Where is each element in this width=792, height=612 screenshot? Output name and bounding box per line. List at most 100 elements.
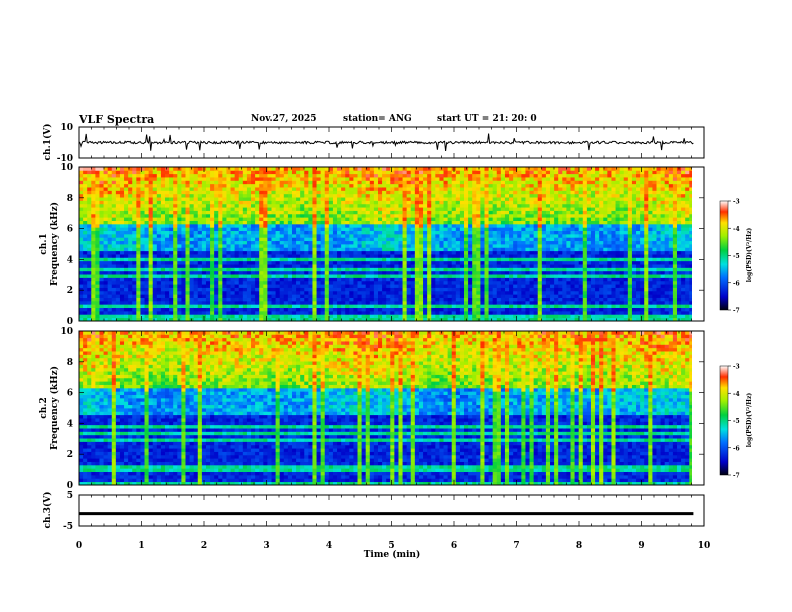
ch1-spectrogram-cell [472, 167, 477, 171]
ch1-spectrogram-cell [201, 310, 207, 315]
ch1-spectrogram-cell [275, 287, 281, 292]
ch1-spectrogram-cell [378, 284, 383, 288]
ch1-spectrogram-cell [332, 213, 338, 218]
ch1-spectrogram-cell [275, 254, 281, 258]
ch1-spectrogram-cell [234, 190, 240, 195]
ch1-spectrogram-cell [83, 230, 88, 235]
ch1-spectrogram-cell [230, 280, 236, 285]
ch1-spectrogram-cell [373, 173, 379, 178]
ch1-spectrogram-cell [361, 177, 367, 181]
ch1-spectrogram-cell [382, 250, 387, 255]
ch1-spectrogram-cell [423, 307, 428, 312]
ch1-spectrogram-cell [275, 167, 281, 171]
ch1-spectrogram-cell [500, 274, 506, 278]
ch1-spectrogram-cell [345, 264, 350, 268]
ch1-spectrogram-cell [431, 314, 436, 319]
ch1-spectrogram-cell [238, 207, 244, 211]
ch1-spectrogram-cell [128, 207, 133, 211]
ch1-spectrogram-cell [353, 267, 358, 272]
ch1-spectrogram-cell [488, 240, 494, 245]
ch1-spectrogram-cell [410, 287, 416, 292]
ch1-spectrogram-cell [111, 307, 117, 312]
ch1-spectrogram-cell [275, 203, 281, 208]
ch1-spectrogram-cell [230, 217, 236, 221]
ch1-spectrogram-cell [468, 233, 473, 238]
ch1-spectrogram-cell [410, 190, 416, 195]
ch1-spectrogram-cell [279, 270, 285, 275]
ch1-spectrogram-cell [263, 277, 268, 282]
ch1-spectrogram-cell [201, 173, 207, 178]
ch1-spectrogram-cell [185, 210, 190, 215]
ch1-spectrogram-cell [201, 210, 207, 215]
ch1-spectrogram-cell [79, 284, 84, 288]
ch1-spectrogram-cell [165, 290, 170, 295]
ch1-spectrogram-cell [152, 207, 158, 211]
ch1-spectrogram-cell [124, 284, 129, 288]
ch1-spectrogram-cell [259, 233, 264, 238]
ch1-spectrogram-cell [472, 170, 477, 175]
ch1-spectrogram-cell [173, 190, 178, 195]
ch1-spectrogram-cell [107, 307, 113, 312]
ch1-spectrogram-cell [156, 297, 162, 302]
ch1-spectrogram-cell [464, 260, 469, 265]
ch1-spectrogram-cell [394, 244, 399, 248]
ch1-spectrogram-cell [509, 244, 514, 248]
ch1-spectrogram-cell [468, 274, 473, 278]
ch1-spectrogram-cell [410, 247, 416, 252]
ch1-spectrogram-cell [316, 220, 322, 225]
ch1-spectrogram-cell [337, 227, 342, 232]
ch1-spectrogram-cell [345, 217, 350, 221]
ch1-spectrogram-cell [394, 173, 399, 178]
ch1-spectrogram-cell [345, 173, 350, 178]
ch1-spectrogram-cell [472, 207, 477, 211]
ch1-spectrogram-cell [87, 203, 92, 208]
ch1-spectrogram-cell [492, 244, 498, 248]
ch1-spectrogram-cell [238, 274, 244, 278]
ch1-spectrogram-cell [173, 274, 178, 278]
ch1-spectrogram-cell [369, 240, 375, 245]
ch1-spectrogram-cell [386, 240, 391, 245]
ch1-spectrogram-cell [312, 203, 317, 208]
ch1-spectrogram-cell [500, 317, 506, 321]
ch1-spectrogram-cell [148, 304, 154, 309]
ch1-spectrogram-cell [177, 177, 182, 181]
ch1-spectrogram-cell [263, 170, 268, 175]
ch1-spectrogram-cell [496, 190, 502, 195]
ch1-spectrogram-cell [406, 167, 412, 171]
ch1-spectrogram-cell [455, 210, 461, 215]
ch1-spectrogram-cell [357, 310, 363, 315]
ch1-spectrogram-cell [316, 237, 322, 242]
ch1-spectrogram-cell [242, 300, 248, 305]
ch1-spectrogram-cell [427, 254, 432, 258]
ch1-spectrogram-cell [349, 213, 354, 218]
ch1-spectrogram-cell [488, 260, 494, 265]
ch1-spectrogram-cell [242, 314, 248, 319]
ch1-spectrogram-cell [263, 257, 268, 262]
ch1-spectrogram-cell [341, 260, 346, 265]
ch1-spectrogram-cell [99, 300, 104, 305]
ch1-spectrogram-cell [152, 260, 158, 265]
ch1-spectrogram-cell [79, 240, 84, 245]
ch1-spectrogram-cell [459, 260, 465, 265]
ch1-spectrogram-cell [398, 193, 403, 198]
ch1-spectrogram-cell [427, 237, 432, 242]
ch1-spectrogram-cell [300, 297, 305, 302]
ch1-spectrogram-cell [324, 304, 330, 309]
ch1-spectrogram-cell [418, 213, 424, 218]
ch1-spectrogram-cell [181, 270, 186, 275]
ch1-spectrogram-cell [373, 190, 379, 195]
ch1-spectrogram-cell [394, 193, 399, 198]
ch1-spectrogram-cell [111, 300, 117, 305]
ch1-spectrogram-cell [222, 203, 227, 208]
ch1-spectrogram-cell [165, 240, 170, 245]
ch1-spectrogram-cell [83, 300, 88, 305]
ch1-spectrogram-cell [410, 314, 416, 319]
ch1-spectrogram-cell [115, 203, 121, 208]
ch1-spectrogram-cell [455, 254, 461, 258]
ch1-spectrogram-cell [410, 280, 416, 285]
ch1-spectrogram-cell [459, 177, 465, 181]
ch1-spectrogram-cell [181, 167, 186, 171]
ch1-spectrogram-cell [214, 183, 219, 188]
ch1-spectrogram-cell [373, 230, 379, 235]
ch1-spectrogram-cell [189, 177, 195, 181]
